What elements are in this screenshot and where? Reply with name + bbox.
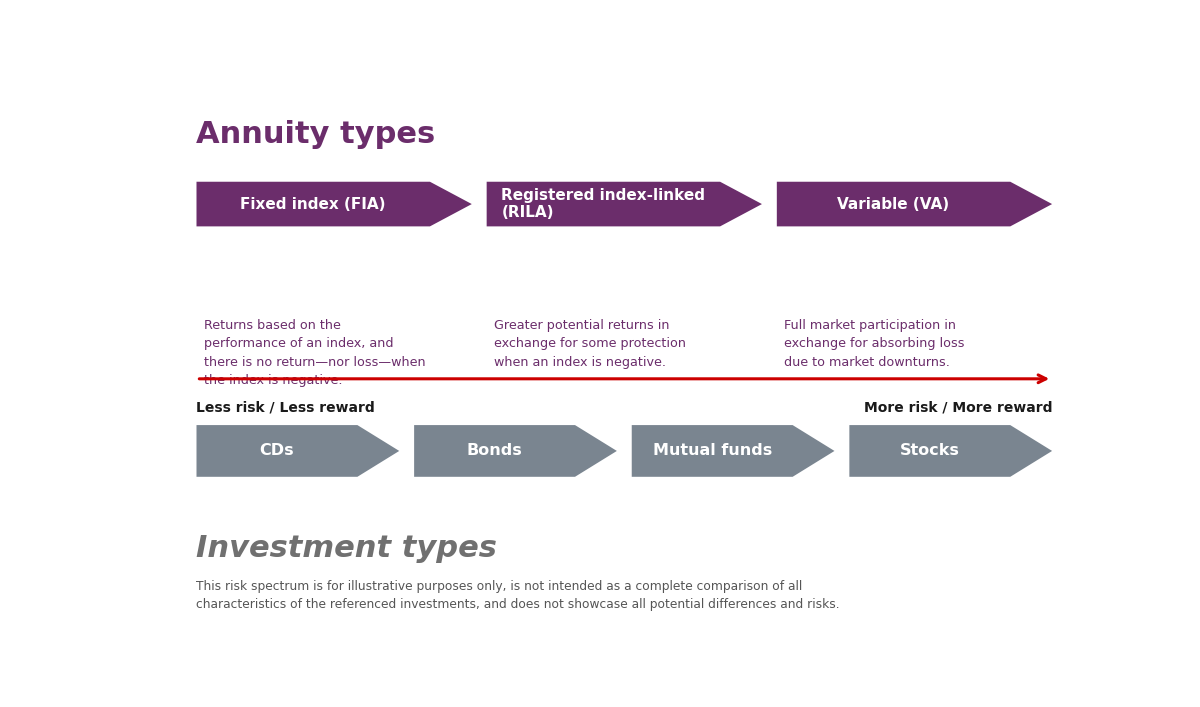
Polygon shape — [850, 425, 1052, 477]
Text: Stocks: Stocks — [900, 443, 960, 458]
Text: This risk spectrum is for illustrative purposes only, is not intended as a compl: This risk spectrum is for illustrative p… — [197, 580, 840, 612]
Polygon shape — [776, 182, 1052, 226]
Polygon shape — [197, 425, 400, 477]
Text: Registered index-linked
(RILA): Registered index-linked (RILA) — [502, 188, 706, 221]
Polygon shape — [487, 182, 762, 226]
Text: More risk / More reward: More risk / More reward — [864, 401, 1052, 414]
Text: Bonds: Bonds — [467, 443, 522, 458]
Text: Less risk / Less reward: Less risk / Less reward — [197, 401, 376, 414]
Text: Mutual funds: Mutual funds — [653, 443, 772, 458]
Text: Fixed index (FIA): Fixed index (FIA) — [240, 197, 386, 211]
Polygon shape — [197, 182, 472, 226]
Polygon shape — [631, 425, 834, 477]
Polygon shape — [414, 425, 617, 477]
Text: CDs: CDs — [259, 443, 294, 458]
Text: Greater potential returns in
exchange for some protection
when an index is negat: Greater potential returns in exchange fo… — [494, 319, 686, 369]
Text: Variable (VA): Variable (VA) — [838, 197, 949, 211]
Text: Investment types: Investment types — [197, 534, 497, 563]
Text: Returns based on the
performance of an index, and
there is no return—nor loss—wh: Returns based on the performance of an i… — [204, 319, 426, 387]
Text: Annuity types: Annuity types — [197, 120, 436, 149]
Text: Full market participation in
exchange for absorbing loss
due to market downturns: Full market participation in exchange fo… — [785, 319, 965, 369]
